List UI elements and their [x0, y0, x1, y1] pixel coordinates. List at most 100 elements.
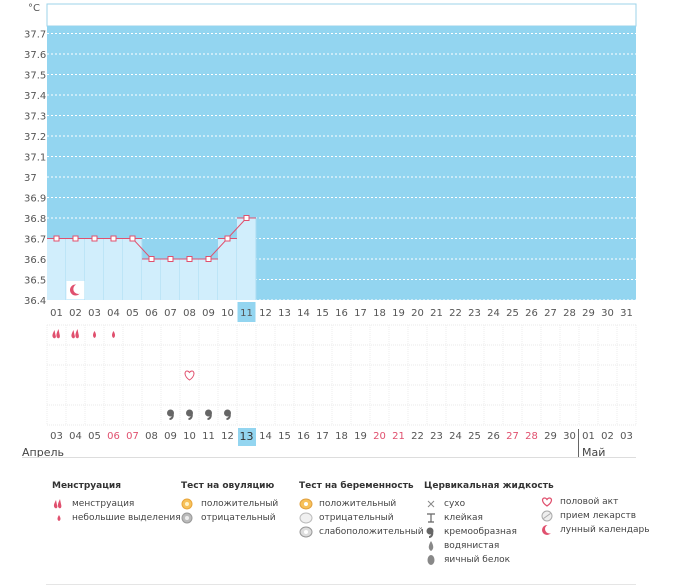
cycle-day-label[interactable]: 04	[107, 308, 120, 319]
calendar-date[interactable]: 24	[449, 431, 462, 442]
legend-pregnancy: Тест на беременность положительный отриц…	[299, 481, 424, 539]
temperature-column	[47, 238, 66, 300]
cycle-day-label[interactable]: 22	[449, 308, 462, 319]
calendar-date[interactable]: 11	[202, 431, 215, 442]
temperature-point[interactable]	[110, 235, 117, 242]
cycle-day-label[interactable]: 24	[487, 308, 500, 319]
calendar-date[interactable]: 29	[544, 431, 557, 442]
calendar-date[interactable]: 04	[69, 431, 82, 442]
calendar-date[interactable]: 21	[392, 431, 405, 442]
temperature-point[interactable]	[91, 235, 98, 242]
pregnancy-weak-icon	[299, 526, 313, 538]
temperature-point[interactable]	[72, 235, 79, 242]
creamy-icon	[424, 526, 438, 538]
temperature-point[interactable]	[243, 215, 250, 221]
calendar-date[interactable]: 07	[126, 431, 139, 442]
calendar-date[interactable]: 26	[487, 431, 500, 442]
y-tick-label: 36.4	[24, 296, 46, 307]
temperature-point[interactable]	[148, 256, 155, 262]
cycle-day-label[interactable]: 18	[373, 308, 386, 319]
moon-marker	[66, 281, 85, 299]
temperature-point[interactable]	[224, 235, 231, 242]
calendar-date[interactable]: 18	[335, 431, 348, 442]
cycle-day-label[interactable]: 21	[430, 308, 443, 319]
cycle-day-label[interactable]: 01	[50, 308, 63, 319]
legend-item: прием лекарств	[540, 509, 650, 523]
cycle-day-label[interactable]: 25	[506, 308, 519, 319]
calendar-date[interactable]: 14	[259, 431, 272, 442]
ovulation-positive-icon	[181, 498, 195, 510]
cycle-day-label[interactable]: 26	[525, 308, 538, 319]
calendar-date[interactable]: 09	[164, 431, 177, 442]
moon-cut	[73, 284, 84, 294]
cycle-day-label[interactable]: 02	[69, 308, 82, 319]
legend-title: Цервикальная жидкость	[424, 481, 554, 491]
cycle-day-label[interactable]: 13	[278, 308, 291, 319]
temperature-point[interactable]	[53, 235, 60, 242]
cycle-day-label[interactable]: 10	[221, 308, 234, 319]
symptom-markers	[52, 329, 231, 420]
cycle-day-label[interactable]: 28	[563, 308, 576, 319]
cycle-day-label[interactable]: 16	[335, 308, 348, 319]
calendar-date[interactable]: 30	[563, 431, 576, 442]
legend-item: сухо	[424, 497, 554, 511]
cycle-day-label[interactable]: 23	[468, 308, 481, 319]
creamy-icon	[205, 409, 212, 420]
calendar-bottom-line	[22, 457, 636, 458]
cycle-day-label[interactable]: 07	[164, 308, 177, 319]
cycle-day-label[interactable]: 31	[620, 308, 633, 319]
legend-cervical: Цервикальная жидкость сухо клейкая кремо…	[424, 481, 554, 567]
cycle-day-label[interactable]: 03	[88, 308, 101, 319]
calendar-date[interactable]: 05	[88, 431, 101, 442]
cycle-day-label[interactable]: 14	[297, 308, 310, 319]
cycle-day-label[interactable]: 20	[411, 308, 424, 319]
cycle-day-label[interactable]: 30	[601, 308, 614, 319]
calendar-date[interactable]: 06	[107, 431, 120, 442]
menstruation-drop-icon	[71, 329, 79, 339]
calendar-date[interactable]: 02	[601, 431, 614, 442]
cycle-day-label[interactable]: 12	[259, 308, 272, 319]
calendar-date[interactable]: 25	[468, 431, 481, 442]
calendar-date[interactable]: 20	[373, 431, 386, 442]
calendar-date[interactable]: 03	[50, 431, 63, 442]
legend-item: небольшие выделения	[52, 511, 181, 525]
cycle-day-label[interactable]: 09	[202, 308, 215, 319]
sticky-icon	[424, 512, 438, 524]
temperature-chart: °C 37.7 37.6 37.5 37.4 37.3 37.2 37.1 37 36.9 36.…	[24, 3, 637, 426]
cycle-day-label[interactable]: 17	[354, 308, 367, 319]
y-tick-label: 36.6	[24, 255, 46, 266]
temperature-column	[199, 259, 218, 300]
calendar-date[interactable]: 23	[430, 431, 443, 442]
calendar-date[interactable]: 08	[145, 431, 158, 442]
temperature-point[interactable]	[129, 235, 136, 242]
calendar-date[interactable]: 16	[297, 431, 310, 442]
spotting-drop-icon	[52, 512, 66, 524]
temperature-point[interactable]	[186, 256, 193, 262]
calendar-date[interactable]: 10	[183, 431, 196, 442]
cycle-day-label[interactable]: 05	[126, 308, 139, 319]
egg-white-icon	[424, 554, 438, 566]
calendar-date[interactable]: 15	[278, 431, 291, 442]
calendar-date[interactable]: 22	[411, 431, 424, 442]
calendar-date[interactable]: 12	[221, 431, 234, 442]
temperature-area	[47, 218, 257, 300]
calendar-date[interactable]: 03	[620, 431, 633, 442]
cycle-day-label[interactable]: 27	[544, 308, 557, 319]
temperature-point[interactable]	[205, 256, 212, 262]
cycle-day-label[interactable]: 29	[582, 308, 595, 319]
calendar-date[interactable]: 13	[237, 428, 256, 446]
cycle-day-label[interactable]: 11	[240, 308, 253, 319]
calendar-date[interactable]: 27	[506, 431, 519, 442]
calendar-date[interactable]: 17	[316, 431, 329, 442]
calendar-date[interactable]: 01	[582, 431, 595, 442]
cycle-day-ticks: 01 02 03 04 05 06 07 08 09 10 11 12 13 14 15 16 17 18 19 20…	[50, 302, 633, 322]
cycle-day-label[interactable]: 19	[392, 308, 405, 319]
temperature-point[interactable]	[167, 256, 174, 262]
calendar-date[interactable]: 28	[525, 431, 538, 442]
cycle-day-label[interactable]: 08	[183, 308, 196, 319]
calendar-date[interactable]: 19	[354, 431, 367, 442]
cycle-day-label[interactable]: 15	[316, 308, 329, 319]
cycle-day-label[interactable]: 06	[145, 308, 158, 319]
legend-title: Тест на беременность	[299, 481, 414, 491]
ovulation-negative-icon	[181, 512, 195, 524]
